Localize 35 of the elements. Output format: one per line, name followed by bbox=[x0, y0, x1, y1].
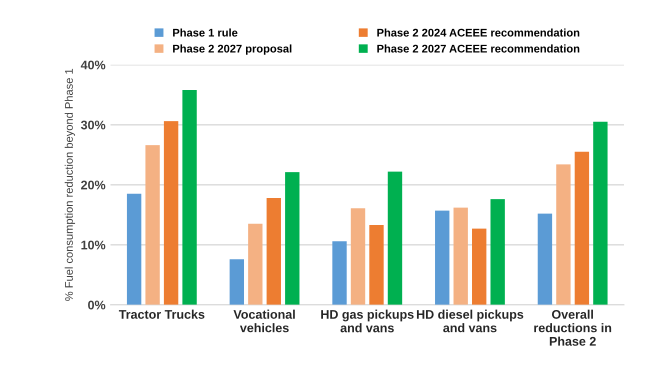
bar bbox=[556, 164, 571, 305]
bar bbox=[538, 214, 552, 305]
y-tick-label: 40% bbox=[80, 60, 106, 70]
x-tick-label: Vocational vehicles bbox=[233, 310, 295, 332]
y-tick-label: 10% bbox=[81, 240, 106, 250]
bar bbox=[266, 198, 281, 305]
bar bbox=[126, 194, 142, 305]
bar bbox=[435, 210, 450, 305]
x-tick-label: Tractor Trucks bbox=[118, 310, 204, 319]
bar bbox=[182, 90, 197, 305]
bar bbox=[574, 152, 590, 305]
x-tick-label: HD gas pickups and vans bbox=[321, 310, 414, 332]
legend-label: Phase 1 rule bbox=[173, 28, 238, 37]
x-tick-label: Overall reductions in Phase 2 bbox=[534, 310, 612, 346]
bar bbox=[230, 259, 244, 305]
y-tick-label: 0% bbox=[88, 300, 106, 310]
bar bbox=[285, 172, 300, 305]
bar bbox=[472, 228, 486, 305]
legend-label: Phase 2 2024 ACEEE recommendation bbox=[377, 28, 580, 37]
y-axis-title: % Fuel consumption reduction beyond Phase 1 bbox=[64, 68, 76, 301]
bar bbox=[350, 208, 366, 305]
bar bbox=[332, 241, 347, 305]
legend-label: Phase 2 2027 proposal bbox=[173, 44, 292, 55]
bar bbox=[164, 121, 178, 305]
bar bbox=[369, 224, 384, 305]
y-tick-label: 30% bbox=[80, 120, 106, 130]
bar bbox=[490, 199, 505, 305]
bar bbox=[388, 172, 402, 305]
bar bbox=[593, 122, 608, 305]
x-tick-label: HD diesel pickups and vans bbox=[416, 310, 524, 332]
bar bbox=[454, 208, 468, 305]
legend-label: Phase 2 2027 ACEEE recommendation bbox=[377, 44, 580, 53]
bar bbox=[248, 224, 262, 305]
bar bbox=[145, 145, 160, 305]
y-tick-label: 20% bbox=[81, 180, 106, 190]
